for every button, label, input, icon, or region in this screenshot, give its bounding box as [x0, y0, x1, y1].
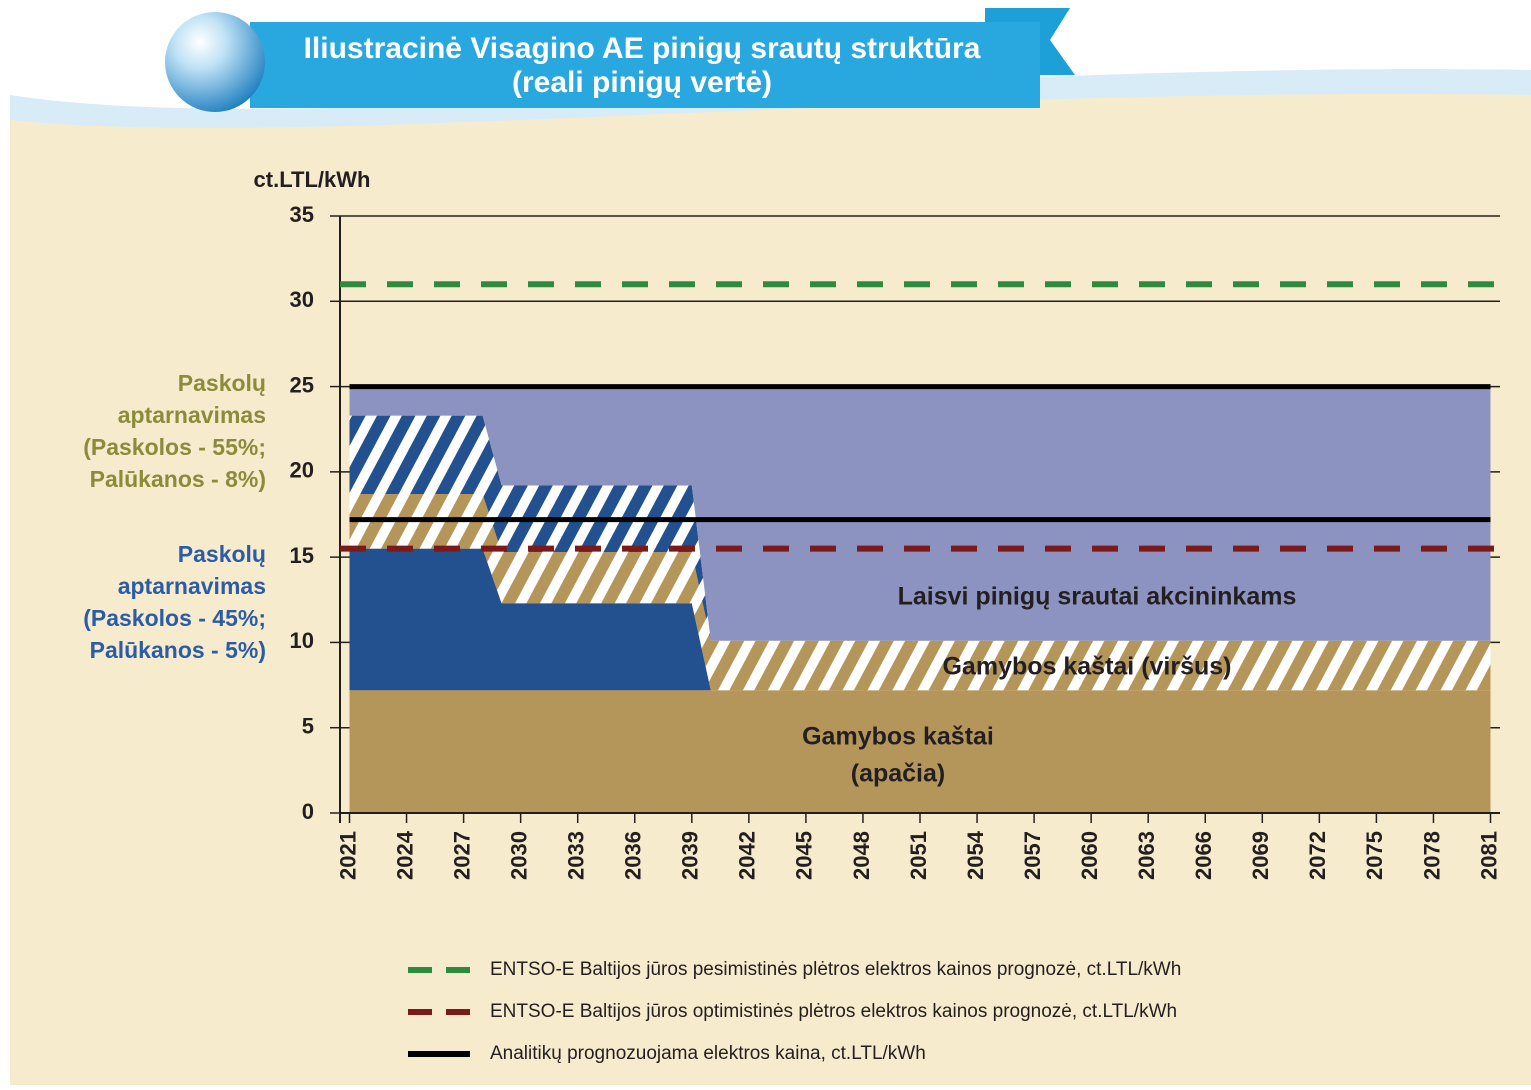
- x-tick-label: 2045: [792, 831, 817, 880]
- x-tick-label: 2057: [1020, 831, 1045, 880]
- x-tick-label: 2030: [506, 831, 531, 880]
- x-tick-label: 2042: [735, 831, 760, 880]
- area-label: Gamybos kaštai: [802, 723, 994, 751]
- side-label: aptarnavimas: [118, 402, 266, 428]
- side-label: aptarnavimas: [118, 573, 266, 599]
- side-label: Paskolų: [178, 370, 266, 396]
- x-tick-label: 2036: [621, 831, 646, 880]
- x-tick-label: 2051: [906, 831, 931, 880]
- x-tick-label: 2081: [1476, 831, 1501, 880]
- y-axis-label: ct.LTL/kWh: [254, 167, 371, 192]
- y-tick-label: 20: [290, 458, 314, 483]
- chart-subtitle: (reali pinigų vertė): [512, 66, 772, 99]
- y-tick-label: 25: [290, 372, 314, 397]
- x-tick-label: 2063: [1134, 831, 1159, 880]
- y-tick-label: 10: [290, 628, 314, 653]
- area-label: Gamybos kaštai (viršus): [942, 653, 1231, 681]
- side-label: Palūkanos - 8%): [90, 466, 266, 492]
- chart: Iliustracinė Visagino AE pinigų srautų s…: [0, 0, 1531, 1085]
- x-tick-label: 2021: [335, 831, 360, 880]
- x-tick-label: 2072: [1305, 831, 1330, 880]
- x-tick-label: 2048: [849, 831, 874, 880]
- x-tick-label: 2039: [678, 831, 703, 880]
- chart-title: Iliustracinė Visagino AE pinigų srautų s…: [304, 32, 981, 65]
- y-tick-label: 5: [302, 714, 314, 739]
- x-tick-label: 2078: [1419, 831, 1444, 880]
- legend-label: ENTSO-E Baltijos jūros optimistinės plėt…: [490, 1001, 1177, 1022]
- x-tick-label: 2075: [1362, 831, 1387, 880]
- x-tick-label: 2066: [1191, 831, 1216, 880]
- x-tick-label: 2060: [1077, 831, 1102, 880]
- legend-label: Analitikų prognozuojama elektros kaina, …: [490, 1043, 926, 1064]
- x-tick-label: 2027: [449, 831, 474, 880]
- x-tick-label: 2069: [1248, 831, 1273, 880]
- area-label: (apačia): [851, 760, 945, 788]
- x-tick-label: 2024: [392, 830, 417, 880]
- x-tick-label: 2054: [963, 830, 988, 880]
- side-label: (Paskolos - 45%;: [83, 605, 266, 631]
- area: [350, 690, 1491, 813]
- y-tick-label: 30: [290, 287, 314, 312]
- legend-label: ENTSO-E Baltijos jūros pesimistinės plėt…: [490, 959, 1181, 980]
- sphere-icon: [165, 12, 265, 112]
- side-label: (Paskolos - 55%;: [83, 434, 266, 460]
- y-tick-label: 15: [290, 543, 314, 568]
- page: {"chart_data": { "type": "stacked-area",…: [0, 0, 1531, 1085]
- side-label: Palūkanos - 5%): [90, 637, 266, 663]
- area-label: Laisvi pinigų srautai akcininkams: [898, 583, 1297, 611]
- y-tick-label: 35: [290, 202, 314, 227]
- x-tick-label: 2033: [564, 831, 589, 880]
- y-tick-label: 0: [302, 799, 314, 824]
- side-label: Paskolų: [178, 541, 266, 567]
